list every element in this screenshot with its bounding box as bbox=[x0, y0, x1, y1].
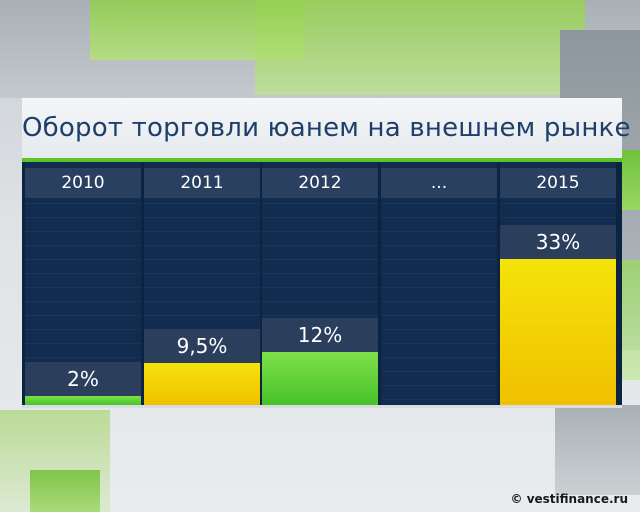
bar bbox=[144, 363, 260, 405]
category-label: 2015 bbox=[500, 168, 616, 198]
category-label: 2011 bbox=[144, 168, 260, 198]
bar-column: 2010 2% bbox=[25, 162, 141, 405]
title-panel: Оборот торговли юанем на внешнем рынке bbox=[22, 98, 631, 162]
bar-column: 2011 9,5% bbox=[144, 162, 260, 405]
bar bbox=[262, 352, 378, 405]
bar-chart: 2010 2% 2011 9,5% 2012 12%... 2015 33% bbox=[22, 162, 622, 408]
data-label: 9,5% bbox=[144, 329, 260, 363]
data-label: 12% bbox=[262, 318, 378, 352]
background-green-block bbox=[255, 0, 585, 95]
category-label: 2010 bbox=[25, 168, 141, 198]
category-label: ... bbox=[381, 168, 497, 198]
category-label: 2012 bbox=[262, 168, 378, 198]
bar bbox=[25, 396, 141, 405]
bar bbox=[500, 259, 616, 405]
data-label: 33% bbox=[500, 225, 616, 259]
background-grey-block bbox=[555, 405, 640, 495]
bar-column: ... bbox=[381, 162, 497, 405]
bar-column: 2015 33% bbox=[500, 162, 616, 405]
bar-column: 2012 12% bbox=[262, 162, 378, 405]
source-credit: © vestifinance.ru bbox=[510, 492, 628, 506]
background-green-block bbox=[30, 470, 100, 512]
chart-title: Оборот торговли юанем на внешнем рынке bbox=[22, 113, 631, 143]
data-label: 2% bbox=[25, 362, 141, 396]
